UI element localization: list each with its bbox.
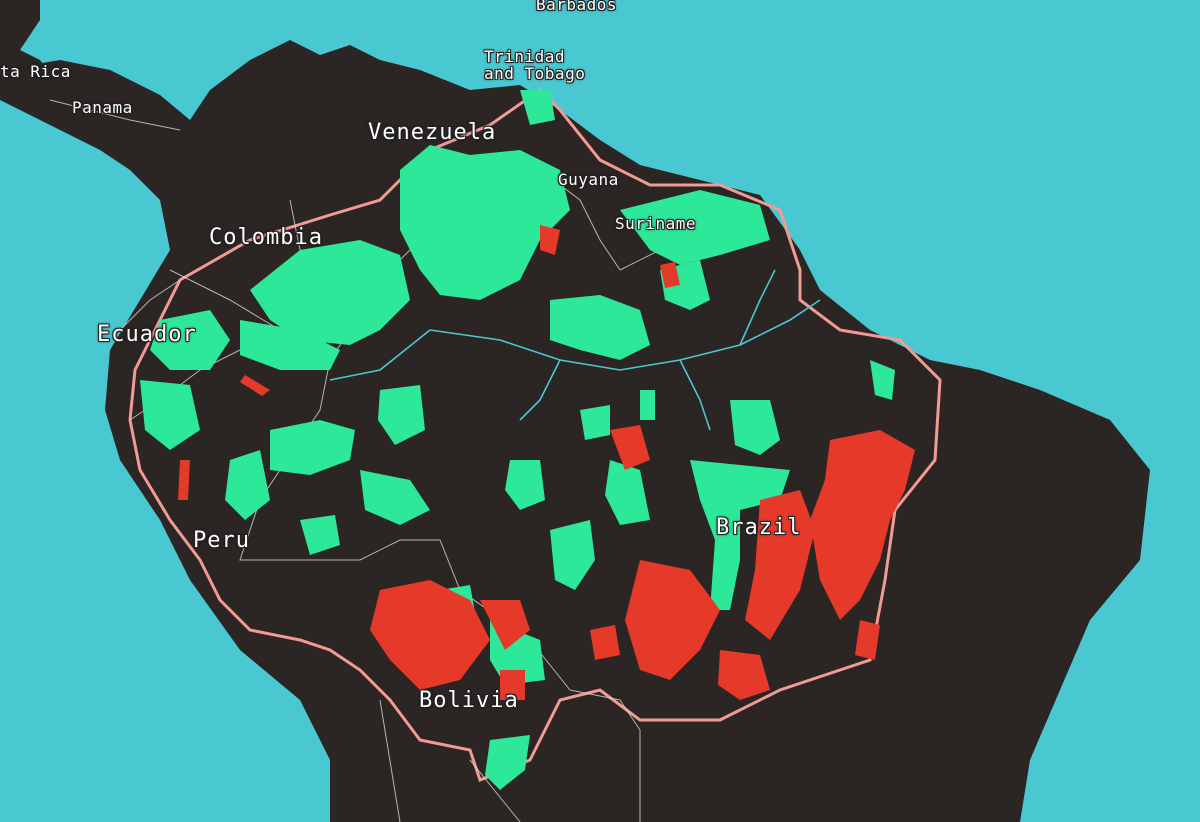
deforestation-areas [178,225,915,700]
protected-areas [140,90,895,790]
amazon-boundary [128,88,942,782]
rivers [329,269,821,431]
